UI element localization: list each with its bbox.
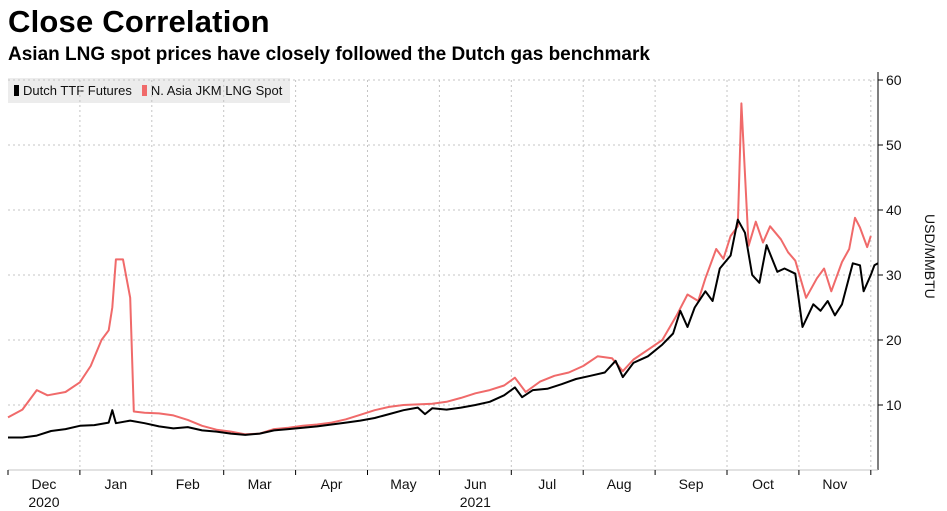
year-label-2020: 2020 bbox=[28, 494, 59, 510]
y-axis-label: USD/MMBTU bbox=[922, 214, 938, 299]
x-tick-label-sep: Sep bbox=[679, 476, 704, 492]
tick-labels: 10 20 30 40 50 60 Dec Jan Feb Mar Apr May Jun Jul Aug S… bbox=[28, 72, 901, 510]
x-tick-label-aug: Aug bbox=[607, 476, 632, 492]
year-label-2021: 2021 bbox=[460, 494, 491, 510]
y-tick-label-10: 10 bbox=[886, 397, 902, 413]
legend: Dutch TTF Futures N. Asia JKM LNG Spot bbox=[8, 78, 291, 103]
legend-label-ttf: Dutch TTF Futures bbox=[23, 83, 132, 98]
series-lines bbox=[7, 102, 879, 439]
y-tick-label-30: 30 bbox=[886, 267, 902, 283]
chart-title: Close Correlation bbox=[8, 4, 270, 39]
legend-label-jkm: N. Asia JKM LNG Spot bbox=[150, 83, 283, 98]
legend-swatch-jkm bbox=[141, 85, 147, 96]
x-tick-label-feb: Feb bbox=[176, 476, 200, 492]
y-tick-label-40: 40 bbox=[886, 202, 902, 218]
y-tick-label-20: 20 bbox=[886, 332, 902, 348]
x-tick-label-dec: Dec bbox=[31, 476, 56, 492]
x-tick-label-jul: Jul bbox=[538, 476, 556, 492]
legend-item-ttf: Dutch TTF Futures bbox=[14, 83, 132, 98]
x-tick-label-jun: Jun bbox=[464, 476, 487, 492]
axes bbox=[7, 72, 883, 475]
series-line-ttf bbox=[8, 218, 879, 439]
x-tick-label-oct: Oct bbox=[752, 476, 774, 492]
series-line-jkm bbox=[7, 102, 872, 436]
x-tick-label-jan: Jan bbox=[105, 476, 128, 492]
y-tick-label-50: 50 bbox=[886, 137, 902, 153]
legend-swatch-ttf bbox=[14, 85, 19, 96]
x-tick-label-may: May bbox=[390, 476, 416, 492]
x-tick-label-mar: Mar bbox=[248, 476, 272, 492]
legend-item-jkm: N. Asia JKM LNG Spot bbox=[141, 83, 283, 98]
gridlines bbox=[8, 79, 878, 470]
x-tick-label-nov: Nov bbox=[822, 476, 847, 492]
x-tick-label-apr: Apr bbox=[321, 476, 343, 492]
chart-subtitle: Asian LNG spot prices have closely follo… bbox=[8, 44, 650, 65]
y-tick-label-60: 60 bbox=[886, 72, 902, 88]
